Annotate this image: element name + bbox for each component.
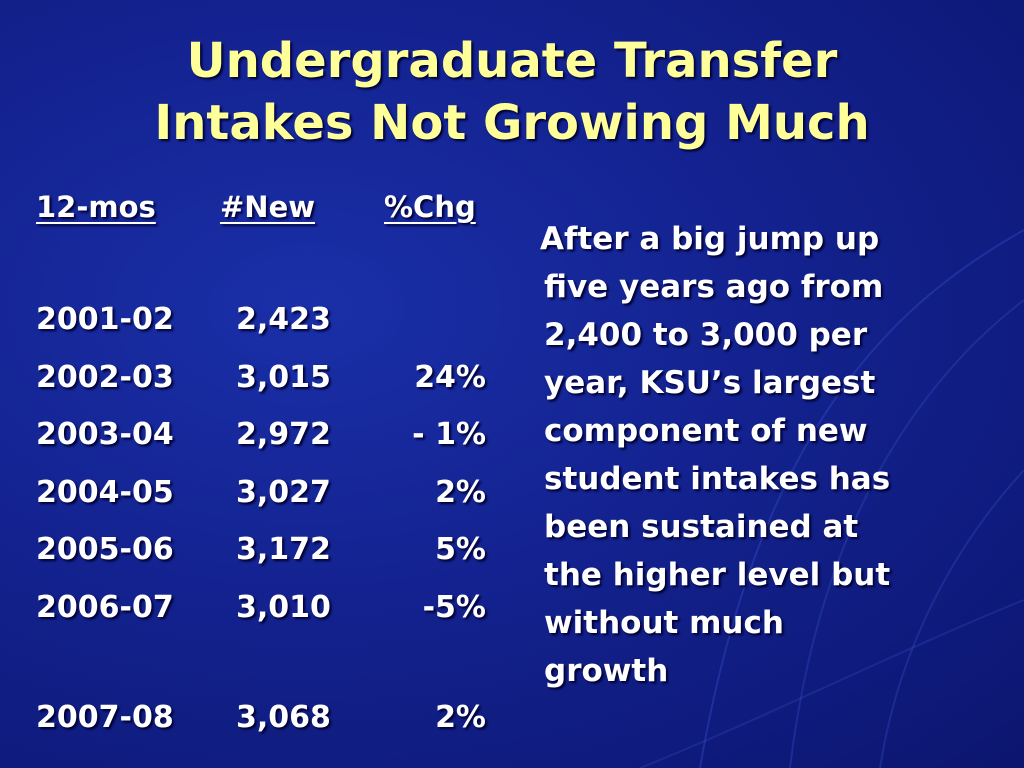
title-line-2: Intakes Not Growing Much: [154, 95, 870, 151]
note-line: been sustained at: [544, 509, 859, 545]
header-period: 12-mos: [36, 190, 156, 224]
summary-note: After a big jump up five years ago from …: [530, 215, 980, 695]
note-line: the higher level but: [544, 557, 891, 593]
row-change: 5%: [435, 532, 486, 567]
row-new: 3,068: [236, 700, 331, 735]
note-line: After a big jump up: [540, 221, 880, 257]
note-line: five years ago from: [544, 269, 884, 305]
note-line: growth: [544, 653, 669, 689]
row-period: 2004-05: [36, 475, 174, 510]
row-new: 3,027: [236, 475, 331, 510]
header-new: #New: [220, 190, 316, 224]
slide-title: Undergraduate Transfer Intakes Not Growi…: [0, 30, 1024, 154]
row-new: 2,972: [236, 417, 331, 452]
row-change: - 1%: [412, 417, 486, 452]
row-new: 3,010: [236, 590, 331, 625]
row-period: 2006-07: [36, 590, 174, 625]
row-change: 24%: [414, 360, 486, 395]
row-new: 3,015: [236, 360, 331, 395]
note-line: without much: [544, 605, 784, 641]
row-period: 2003-04: [36, 417, 174, 452]
row-change: 2%: [435, 475, 486, 510]
row-period: 2002-03: [36, 360, 174, 395]
row-period: 2007-08: [36, 700, 174, 735]
title-line-1: Undergraduate Transfer: [186, 33, 838, 89]
note-line: component of new: [544, 413, 868, 449]
row-new: 2,423: [236, 302, 331, 337]
note-line: year, KSU’s largest: [544, 365, 876, 401]
row-new: 3,172: [236, 532, 331, 567]
note-line: 2,400 to 3,000 per: [544, 317, 868, 353]
row-change: -5%: [422, 590, 486, 625]
row-change: 2%: [435, 700, 486, 735]
row-period: 2001-02: [36, 302, 174, 337]
note-line: student intakes has: [544, 461, 891, 497]
header-change: %Chg: [384, 190, 476, 224]
row-period: 2005-06: [36, 532, 174, 567]
